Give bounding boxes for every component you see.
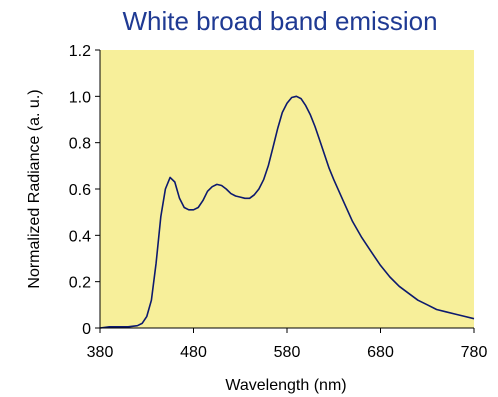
y-tick-label: 0.2 <box>69 275 91 292</box>
x-tick-label: 480 <box>180 344 207 361</box>
y-axis-label: Normalized Radiance (a. u.) <box>26 89 43 288</box>
plot-area <box>100 50 474 328</box>
x-tick-label: 780 <box>461 344 488 361</box>
chart-title: White broad band emission <box>122 6 438 36</box>
x-tick-label: 680 <box>367 344 394 361</box>
y-tick-label: 0.4 <box>69 228 91 245</box>
y-tick-label: 1.2 <box>69 43 91 60</box>
y-tick-label: 1.0 <box>69 89 91 106</box>
x-tick-label: 380 <box>87 344 114 361</box>
x-tick-label: 580 <box>274 344 301 361</box>
y-tick-label: 0 <box>82 321 91 338</box>
x-axis-label: Wavelength (nm) <box>225 377 346 394</box>
y-tick-label: 0.6 <box>69 182 91 199</box>
series-line-emission <box>99 95 475 329</box>
y-tick-label: 0.8 <box>69 136 91 153</box>
